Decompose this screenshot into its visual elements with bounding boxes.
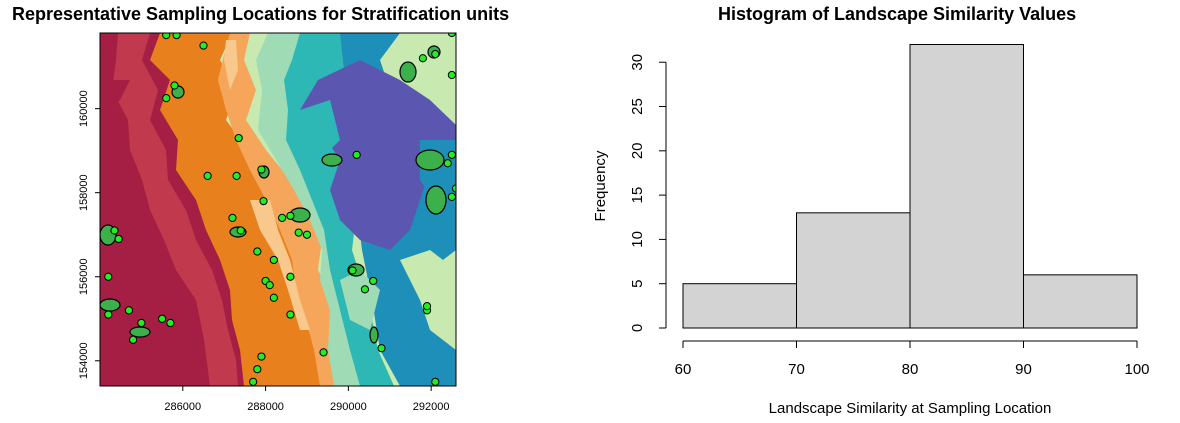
sampling-point (352, 150, 361, 159)
sampling-point (199, 41, 208, 50)
y-tick-label: 15 (629, 187, 646, 204)
sampling-point (447, 70, 456, 80)
map-zone (250, 200, 310, 330)
sampling-point (104, 272, 113, 281)
sampling-point (259, 196, 268, 206)
sampling-point (228, 213, 237, 223)
map-zone (400, 250, 456, 300)
sampling-point (360, 285, 370, 294)
histogram-title: Histogram of Landscape Similarity Values (718, 4, 1077, 24)
y-axis-label: Frequency (592, 150, 609, 221)
sampling-point (418, 54, 427, 63)
sampling-point (431, 377, 440, 386)
sampling-point (278, 213, 287, 223)
sampling-point (257, 165, 266, 174)
sampling-point (447, 150, 456, 159)
sampling-point (286, 272, 295, 281)
x-tick-label: 60 (675, 361, 692, 378)
sampling-point (294, 228, 303, 237)
sampling-point (447, 33, 456, 38)
sampling-point (431, 49, 440, 59)
sampling-point (447, 192, 456, 201)
x-tick-label: 80 (902, 361, 919, 378)
x-axis-label: Landscape Similarity at Sampling Locatio… (769, 400, 1052, 417)
sampling-point (110, 226, 119, 235)
sampling-point (422, 302, 432, 311)
histogram-bar (796, 212, 911, 329)
y-tick-label: 20 (629, 142, 646, 159)
x-tick-label: 70 (788, 361, 805, 378)
sampling-point (253, 365, 262, 374)
histogram-bar (909, 44, 1024, 329)
sampling-point (170, 81, 179, 90)
sampling-point (269, 255, 278, 265)
map-zone (300, 60, 456, 250)
sampling-point (124, 306, 134, 315)
sampling-point (348, 266, 357, 275)
sampling-point (443, 159, 452, 168)
sampling-point (257, 352, 266, 361)
y-tick-label: 0 (629, 324, 646, 332)
sampling-point (157, 314, 167, 323)
sampling-point (114, 234, 123, 244)
stratification-unit (415, 149, 445, 171)
map-y-tick-label: 154000 (78, 342, 90, 379)
y-tick-label: 25 (629, 98, 646, 115)
x-tick-label: 90 (1015, 361, 1032, 378)
stratification-unit (321, 153, 343, 167)
sampling-point (236, 226, 245, 235)
map-raster (100, 33, 456, 386)
stratification-unit (129, 326, 151, 338)
map-y-tick-label: 160000 (78, 90, 90, 127)
map-zone (224, 40, 238, 90)
sampling-point (302, 230, 312, 239)
sampling-point (319, 348, 328, 357)
sampling-point (172, 33, 181, 40)
map-zone (340, 270, 380, 330)
map-zone (100, 80, 130, 110)
sampling-point (232, 171, 241, 180)
stratification-unit (425, 185, 447, 215)
y-tick-label: 10 (629, 231, 646, 248)
sampling-point (377, 344, 386, 353)
y-tick-label: 30 (629, 54, 646, 71)
histogram-bar (1023, 274, 1138, 329)
sampling-point (137, 318, 146, 328)
map-zone (112, 33, 238, 386)
sampling-point (162, 94, 171, 103)
map-title: Representative Sampling Locations for St… (12, 4, 510, 24)
sampling-point (265, 281, 274, 290)
x-tick-label: 100 (1124, 361, 1149, 378)
map-zone (400, 33, 456, 120)
y-tick-label: 5 (629, 280, 646, 288)
map-frame (99, 32, 457, 387)
sampling-point (286, 211, 295, 220)
sampling-point (369, 276, 378, 286)
sampling-point (166, 318, 175, 328)
map-y-tick-label: 158000 (78, 174, 90, 211)
sampling-point (253, 247, 262, 256)
map-zone (218, 33, 346, 386)
sampling-point (286, 310, 295, 319)
sampling-point (129, 335, 138, 344)
map-x-tick-label: 292000 (413, 401, 450, 413)
map-x-tick-label: 290000 (330, 401, 367, 413)
histogram-bar (682, 283, 797, 329)
map-x-tick-label: 286000 (164, 401, 201, 413)
sampling-point (104, 310, 113, 319)
sampling-point (249, 377, 258, 386)
sampling-point (162, 33, 171, 40)
map-zone (300, 100, 340, 160)
map-x-tick-label: 288000 (247, 401, 284, 413)
stratification-unit (369, 326, 379, 344)
sampling-point (203, 171, 212, 180)
stratification-unit (399, 61, 417, 83)
sampling-point (234, 133, 243, 143)
sampling-point (269, 293, 278, 302)
map-y-tick-label: 156000 (78, 258, 90, 295)
